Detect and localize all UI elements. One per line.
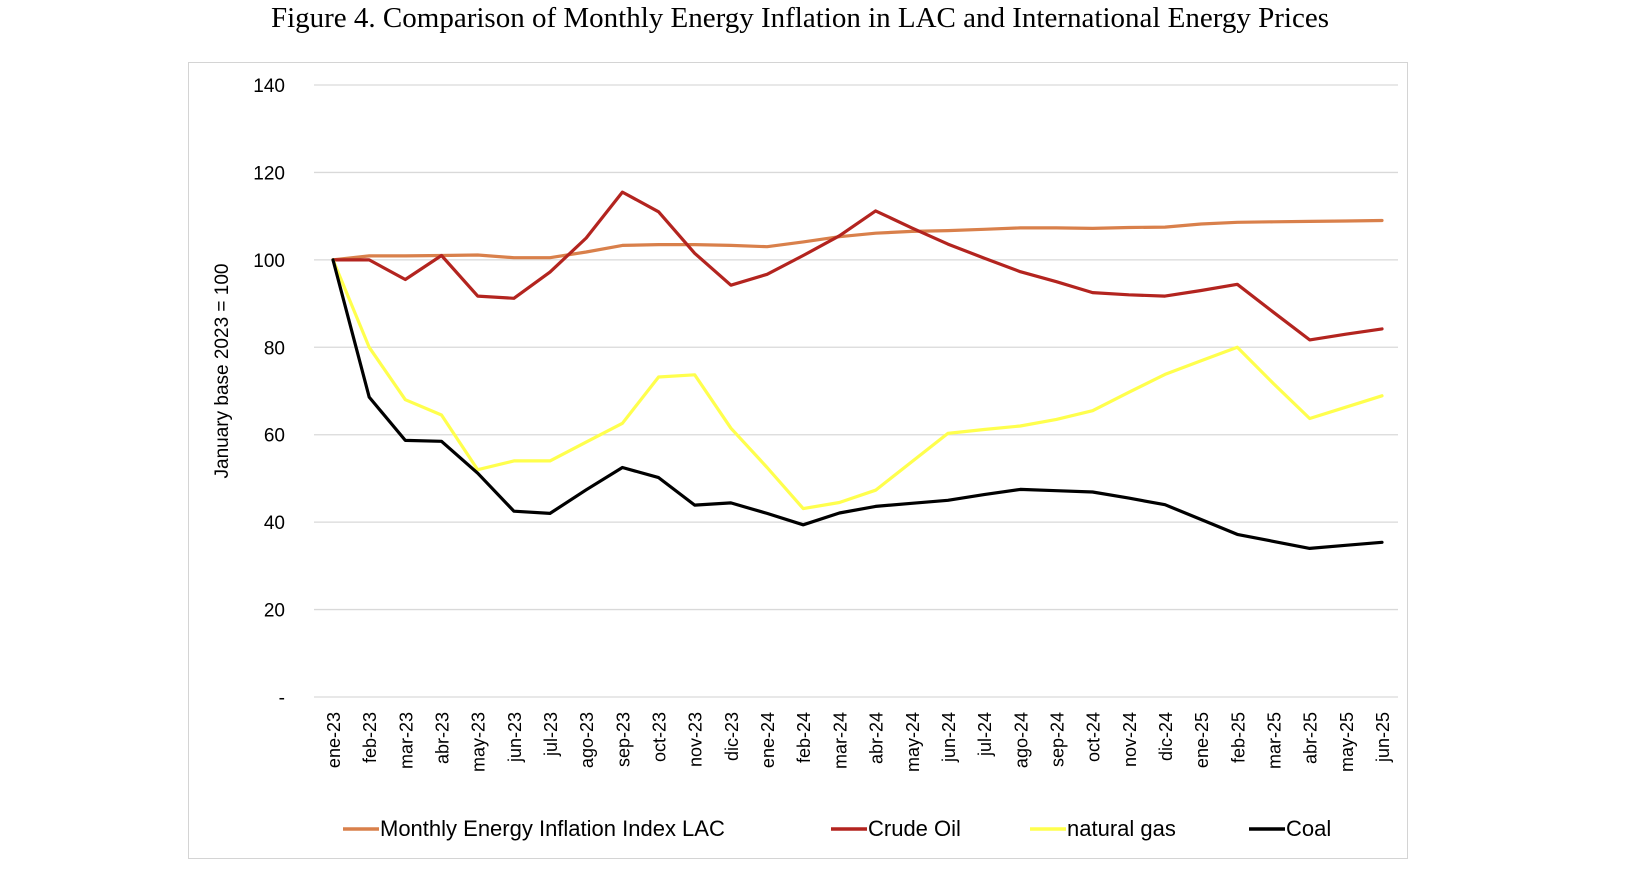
x-tick-label: sep-23 [613, 712, 633, 767]
x-tick-label: abr-25 [1301, 712, 1321, 764]
y-tick-label: - [279, 688, 285, 709]
legend: Monthly Energy Inflation Index LAC Crude … [343, 816, 1331, 841]
series-line-crude-oil [331, 190, 1384, 342]
x-tick-label: oct-23 [650, 712, 670, 762]
x-tick-labels: ene-23 feb-23 mar-23 abr-23 may-23 jun-23 jul-… [324, 712, 1393, 772]
x-tick-label: feb-24 [794, 712, 814, 763]
legend-label: Monthly Energy Inflation Index LAC [380, 816, 725, 841]
x-tick-label: jul-24 [975, 712, 995, 757]
x-tick-label: ago-24 [1011, 712, 1031, 768]
x-tick-label: mar-24 [830, 712, 850, 769]
y-tick-label: 20 [264, 601, 285, 622]
x-tick-label: ene-24 [758, 712, 778, 768]
series-line-monthly-energy-inflation-index-lac [331, 218, 1384, 262]
x-tick-label: ene-23 [324, 712, 344, 768]
x-tick-label: jul-23 [541, 712, 561, 757]
x-tick-label: ene-25 [1192, 712, 1212, 768]
x-tick-label: dic-24 [1156, 712, 1176, 761]
x-tick-label: abr-24 [867, 712, 887, 764]
y-tick-labels: - 20 40 60 80 100 120 140 [253, 76, 285, 709]
x-tick-label: sep-24 [1047, 712, 1067, 767]
x-tick-label: jun-23 [505, 712, 525, 763]
y-tick-label: 120 [253, 163, 285, 184]
x-tick-label: ago-23 [577, 712, 597, 768]
x-tick-label: may-24 [903, 712, 923, 772]
legend-label: Coal [1286, 816, 1331, 841]
series-lines [331, 190, 1384, 551]
x-tick-label: nov-24 [1120, 712, 1140, 767]
x-tick-label: feb-23 [360, 712, 380, 763]
x-tick-label: may-23 [469, 712, 489, 772]
y-tick-label: 40 [264, 513, 285, 534]
x-tick-label: dic-23 [722, 712, 742, 761]
chart-area [188, 62, 1408, 859]
legend-label: Crude Oil [868, 816, 961, 841]
series-line-natural-gas [331, 258, 1384, 511]
y-tick-label: 80 [264, 338, 285, 359]
x-tick-label: abr-23 [433, 712, 453, 764]
y-tick-label: 140 [253, 76, 285, 97]
x-tick-label: may-25 [1337, 712, 1357, 772]
x-tick-label: feb-25 [1228, 712, 1248, 763]
x-tick-label: mar-23 [396, 712, 416, 769]
gridlines [314, 84, 1398, 698]
x-tick-label: jun-24 [939, 712, 959, 763]
x-tick-label: mar-25 [1264, 712, 1284, 769]
x-tick-label: nov-23 [686, 712, 706, 767]
x-tick-label: oct-24 [1084, 712, 1104, 762]
series-line-coal [331, 258, 1384, 551]
legend-label: natural gas [1067, 816, 1176, 841]
y-tick-label: 100 [253, 251, 285, 272]
y-tick-label: 60 [264, 426, 285, 447]
y-axis-label: January base 2023 = 100 [212, 264, 233, 479]
x-tick-label: jun-25 [1373, 712, 1393, 763]
figure-title: Figure 4. Comparison of Monthly Energy I… [270, 2, 1330, 34]
